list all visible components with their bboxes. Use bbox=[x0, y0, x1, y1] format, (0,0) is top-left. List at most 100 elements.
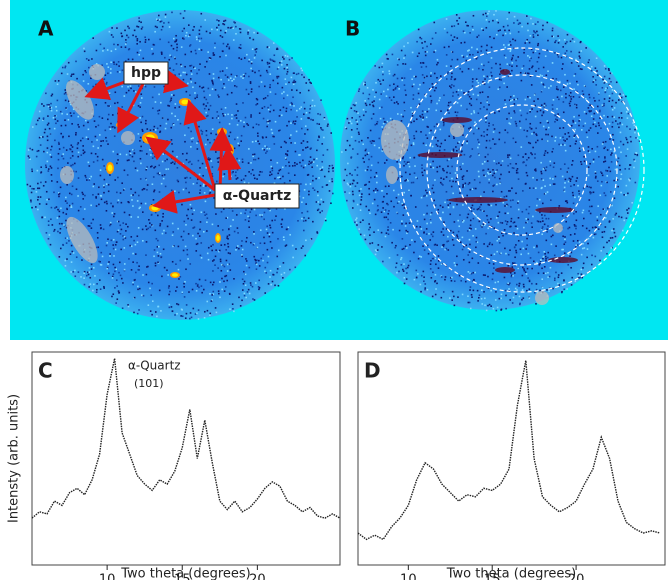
speckle-dot bbox=[480, 84, 482, 86]
speckle-dot bbox=[528, 213, 530, 215]
speckle-dot bbox=[526, 41, 528, 43]
speckle-dot bbox=[468, 128, 470, 130]
speckle-dot bbox=[65, 92, 67, 94]
speckle-dot bbox=[595, 177, 597, 179]
speckle-dot bbox=[246, 265, 248, 267]
speckle-dot bbox=[491, 47, 493, 49]
speckle-dot bbox=[508, 288, 510, 290]
speckle-dot bbox=[444, 279, 446, 281]
speckle-dot bbox=[150, 129, 152, 131]
speckle-dot bbox=[186, 177, 188, 179]
speckle-dot bbox=[451, 84, 453, 86]
speckle-dot bbox=[563, 279, 565, 281]
speckle-dot bbox=[156, 18, 158, 20]
speckle-dot bbox=[564, 144, 566, 146]
speckle-dot bbox=[451, 73, 453, 75]
speckle-dot bbox=[287, 69, 289, 71]
speckle-dot bbox=[176, 156, 178, 158]
speckle-dot bbox=[186, 74, 188, 76]
speckle-dot bbox=[424, 41, 426, 43]
speckle-dot bbox=[186, 249, 188, 251]
speckle-dot bbox=[498, 30, 500, 32]
speckle-dot bbox=[595, 67, 597, 69]
speckle-dot bbox=[341, 151, 343, 153]
speckle-dot bbox=[264, 145, 266, 147]
speckle-dot bbox=[228, 252, 230, 254]
speckle-dot bbox=[75, 61, 77, 63]
speckle-dot bbox=[561, 291, 563, 293]
speckle-dot bbox=[124, 236, 126, 238]
speckle-dot bbox=[273, 110, 275, 112]
speckle-dot bbox=[178, 73, 180, 75]
speckle-dot bbox=[570, 267, 572, 269]
speckle-dot bbox=[269, 66, 271, 68]
speckle-dot bbox=[248, 59, 250, 61]
speckle-dot bbox=[542, 203, 544, 205]
speckle-dot bbox=[304, 108, 306, 110]
speckle-dot bbox=[515, 141, 517, 143]
speckle-dot bbox=[180, 315, 182, 317]
speckle-dot bbox=[295, 248, 297, 250]
speckle-dot bbox=[140, 163, 142, 165]
speckle-dot bbox=[579, 57, 581, 59]
speckle-dot bbox=[462, 237, 464, 239]
speckle-dot bbox=[580, 41, 582, 43]
speckle-dot bbox=[99, 116, 101, 118]
speckle-dot bbox=[227, 236, 229, 238]
speckle-dot bbox=[393, 75, 395, 77]
speckle-dot bbox=[604, 82, 606, 84]
speckle-dot bbox=[527, 175, 529, 177]
speckle-dot bbox=[466, 60, 468, 62]
speckle-dot bbox=[135, 91, 137, 93]
speckle-dot bbox=[68, 135, 70, 137]
speckle-dot bbox=[381, 126, 383, 128]
speckle-dot bbox=[274, 219, 276, 221]
speckle-dot bbox=[29, 158, 31, 160]
speckle-dot bbox=[455, 111, 457, 113]
speckle-dot bbox=[603, 115, 605, 117]
speckle-dot bbox=[461, 150, 463, 152]
speckle-dot bbox=[466, 170, 468, 172]
speckle-dot bbox=[176, 47, 178, 49]
speckle-dot bbox=[228, 48, 230, 50]
speckle-dot bbox=[119, 262, 121, 264]
speckle-dot bbox=[536, 283, 538, 285]
speckle-dot bbox=[363, 82, 365, 84]
speckle-dot bbox=[294, 266, 296, 268]
speckle-dot bbox=[247, 291, 249, 293]
speckle-dot bbox=[107, 143, 109, 145]
speckle-dot bbox=[327, 124, 329, 126]
speckle-dot bbox=[472, 69, 474, 71]
speckle-dot bbox=[388, 70, 390, 72]
speckle-dot bbox=[317, 113, 319, 115]
speckle-dot bbox=[247, 32, 249, 34]
speckle-dot bbox=[74, 163, 76, 165]
speckle-dot bbox=[92, 86, 94, 88]
speckle-dot bbox=[633, 159, 635, 161]
speckle-dot bbox=[213, 54, 215, 56]
speckle-dot bbox=[281, 114, 283, 116]
speckle-dot bbox=[267, 72, 269, 74]
speckle-dot bbox=[425, 51, 427, 53]
speckle-dot bbox=[51, 174, 53, 176]
speckle-dot bbox=[521, 299, 523, 301]
speckle-dot bbox=[387, 58, 389, 60]
speckle-dot bbox=[360, 188, 362, 190]
speckle-dot bbox=[216, 27, 218, 29]
speckle-dot bbox=[167, 226, 169, 228]
speckle-dot bbox=[258, 124, 260, 126]
speckle-dot bbox=[513, 138, 515, 140]
speckle-dot bbox=[393, 206, 395, 208]
speckle-dot bbox=[456, 37, 458, 39]
speckle-dot bbox=[344, 169, 346, 171]
speckle-dot bbox=[146, 189, 148, 191]
speckle-dot bbox=[223, 115, 225, 117]
speckle-dot bbox=[510, 163, 512, 165]
speckle-dot bbox=[155, 101, 157, 103]
speckle-dot bbox=[295, 120, 297, 122]
speckle-dot bbox=[63, 224, 65, 226]
speckle-dot bbox=[316, 165, 318, 167]
speckle-dot bbox=[359, 190, 361, 192]
speckle-dot bbox=[158, 15, 160, 17]
speckle-dot bbox=[396, 101, 398, 103]
